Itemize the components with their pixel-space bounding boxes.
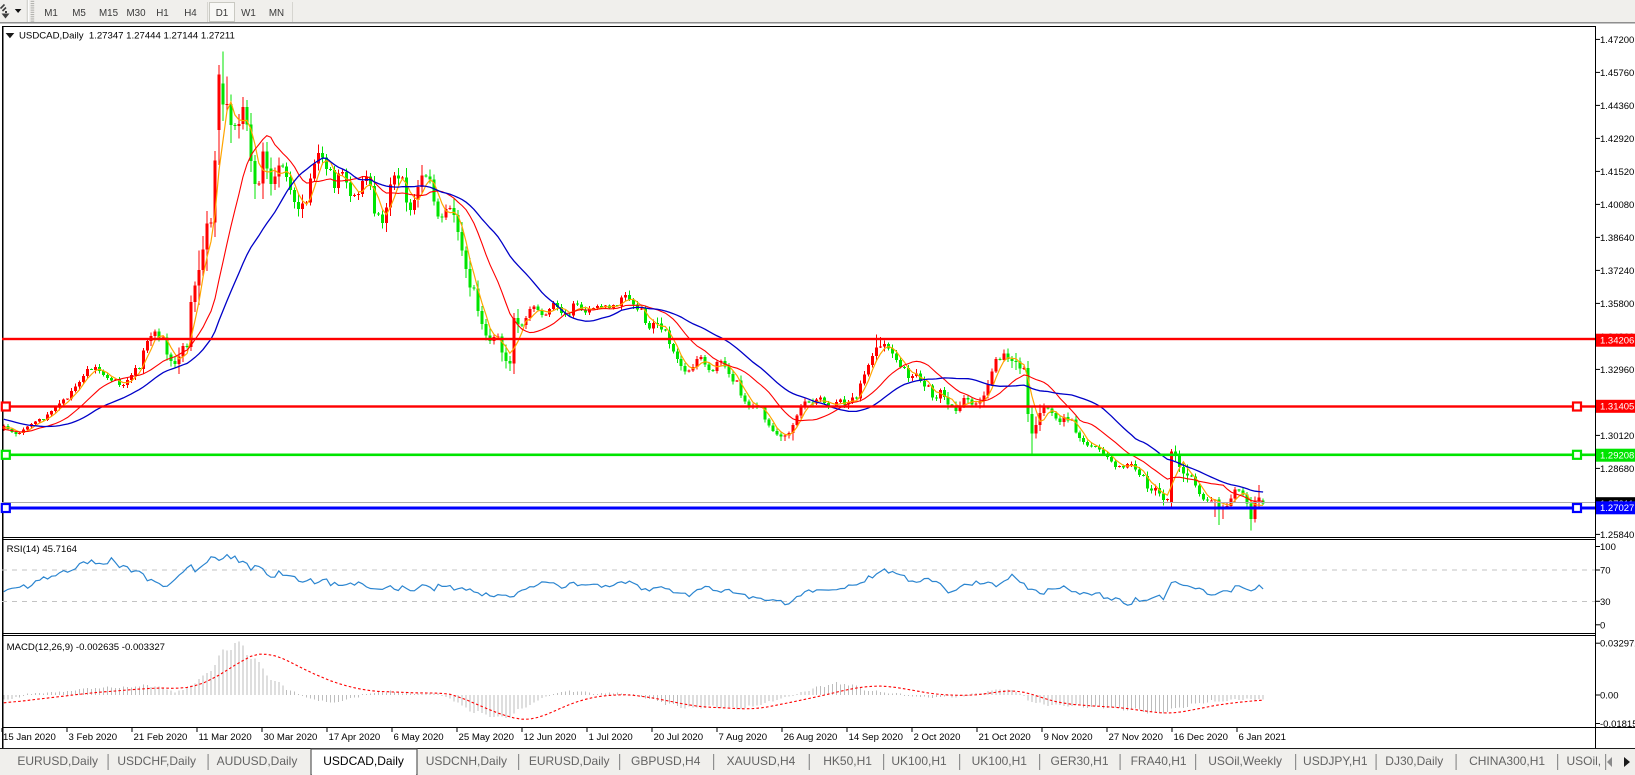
svg-text:0.00: 0.00	[1600, 691, 1619, 702]
svg-text:21 Oct 2020: 21 Oct 2020	[979, 732, 1031, 743]
svg-text:USDCHF,Daily: USDCHF,Daily	[117, 754, 196, 768]
svg-text:1.28680: 1.28680	[1600, 464, 1634, 475]
svg-text:AUDUSD,Daily: AUDUSD,Daily	[217, 754, 298, 768]
svg-text:1.25840: 1.25840	[1600, 530, 1634, 541]
svg-text:USDCNH,Daily: USDCNH,Daily	[426, 754, 507, 768]
svg-text:6 Jan 2021: 6 Jan 2021	[1239, 732, 1286, 743]
svg-text:1.35800: 1.35800	[1600, 299, 1634, 310]
svg-text:1.47200: 1.47200	[1600, 35, 1634, 46]
svg-text:USOil,Weekly: USOil,Weekly	[1208, 754, 1282, 768]
svg-text:GER30,H1: GER30,H1	[1050, 754, 1108, 768]
svg-text:30: 30	[1600, 597, 1611, 608]
svg-text:H1: H1	[156, 8, 169, 19]
svg-text:70: 70	[1600, 566, 1611, 577]
svg-text:25 May 2020: 25 May 2020	[459, 732, 514, 743]
svg-text:M5: M5	[72, 8, 86, 19]
svg-text:EURUSD,Daily: EURUSD,Daily	[17, 754, 98, 768]
svg-text:USDJPY,H1: USDJPY,H1	[1303, 754, 1368, 768]
svg-text:1.42920: 1.42920	[1600, 134, 1634, 145]
svg-text:100: 100	[1600, 542, 1616, 553]
svg-text:CHINA300,H1: CHINA300,H1	[1469, 754, 1545, 768]
svg-text:RSI(14) 45.7164: RSI(14) 45.7164	[7, 544, 78, 555]
svg-text:6 May 2020: 6 May 2020	[394, 732, 444, 743]
svg-text:D1: D1	[216, 8, 229, 19]
svg-text:7 Aug 2020: 7 Aug 2020	[719, 732, 768, 743]
svg-text:1 Jul 2020: 1 Jul 2020	[589, 732, 633, 743]
svg-text:USOil,: USOil,	[1566, 754, 1601, 768]
svg-text:1.30120: 1.30120	[1600, 431, 1634, 442]
svg-text:EURUSD,Daily: EURUSD,Daily	[529, 754, 610, 768]
svg-text:2 Oct 2020: 2 Oct 2020	[914, 732, 961, 743]
svg-text:W1: W1	[241, 8, 256, 19]
svg-text:1.31405: 1.31405	[1600, 402, 1634, 413]
svg-text:3 Feb 2020: 3 Feb 2020	[69, 732, 118, 743]
svg-text:GBPUSD,H4: GBPUSD,H4	[631, 754, 701, 768]
svg-text:15 Jan 2020: 15 Jan 2020	[3, 732, 56, 743]
svg-text:0.032972: 0.032972	[1600, 639, 1635, 650]
svg-text:17 Apr 2020: 17 Apr 2020	[329, 732, 381, 743]
svg-text:H4: H4	[184, 8, 197, 19]
svg-text:MN: MN	[269, 8, 284, 19]
svg-text:21 Feb 2020: 21 Feb 2020	[134, 732, 188, 743]
svg-text:20 Jul 2020: 20 Jul 2020	[654, 732, 704, 743]
svg-text:1.40080: 1.40080	[1600, 200, 1634, 211]
svg-text:MACD(12,26,9) -0.002635 -0.003: MACD(12,26,9) -0.002635 -0.003327	[7, 642, 165, 653]
svg-text:M15: M15	[99, 8, 119, 19]
svg-text:30 Mar 2020: 30 Mar 2020	[264, 732, 318, 743]
svg-text:USDCAD,Daily: USDCAD,Daily	[323, 754, 404, 768]
svg-text:9 Nov 2020: 9 Nov 2020	[1044, 732, 1093, 743]
svg-text:26 Aug 2020: 26 Aug 2020	[784, 732, 838, 743]
svg-text:14 Sep 2020: 14 Sep 2020	[849, 732, 903, 743]
svg-text:12 Jun 2020: 12 Jun 2020	[524, 732, 577, 743]
svg-text:XAUUSD,H4: XAUUSD,H4	[727, 754, 796, 768]
svg-text:UK100,H1: UK100,H1	[891, 754, 947, 768]
svg-text:1.32960: 1.32960	[1600, 365, 1634, 376]
svg-text:1.27027: 1.27027	[1600, 503, 1634, 514]
svg-text:1.41520: 1.41520	[1600, 167, 1634, 178]
svg-text:27 Nov 2020: 27 Nov 2020	[1109, 732, 1163, 743]
svg-text:11 Mar 2020: 11 Mar 2020	[199, 732, 252, 743]
svg-text:USDCAD,Daily 1.27347 1.27444: USDCAD,Daily 1.27347 1.27444 1.27144 1.2…	[19, 31, 235, 42]
svg-text:M30: M30	[126, 8, 146, 19]
svg-text:M1: M1	[44, 8, 58, 19]
svg-text:1.38640: 1.38640	[1600, 233, 1634, 244]
svg-text:FRA40,H1: FRA40,H1	[1131, 754, 1187, 768]
svg-text:-0.01815: -0.01815	[1600, 719, 1635, 730]
svg-text:1.45760: 1.45760	[1600, 68, 1634, 79]
svg-text:1.29208: 1.29208	[1600, 451, 1634, 462]
svg-text:DJ30,Daily: DJ30,Daily	[1385, 754, 1443, 768]
svg-text:16 Dec 2020: 16 Dec 2020	[1174, 732, 1228, 743]
svg-text:0: 0	[1600, 620, 1605, 631]
svg-text:HK50,H1: HK50,H1	[823, 754, 872, 768]
svg-text:1.44360: 1.44360	[1600, 101, 1634, 112]
svg-text:UK100,H1: UK100,H1	[972, 754, 1028, 768]
svg-text:1.37240: 1.37240	[1600, 266, 1634, 277]
svg-text:1.34206: 1.34206	[1600, 336, 1634, 347]
